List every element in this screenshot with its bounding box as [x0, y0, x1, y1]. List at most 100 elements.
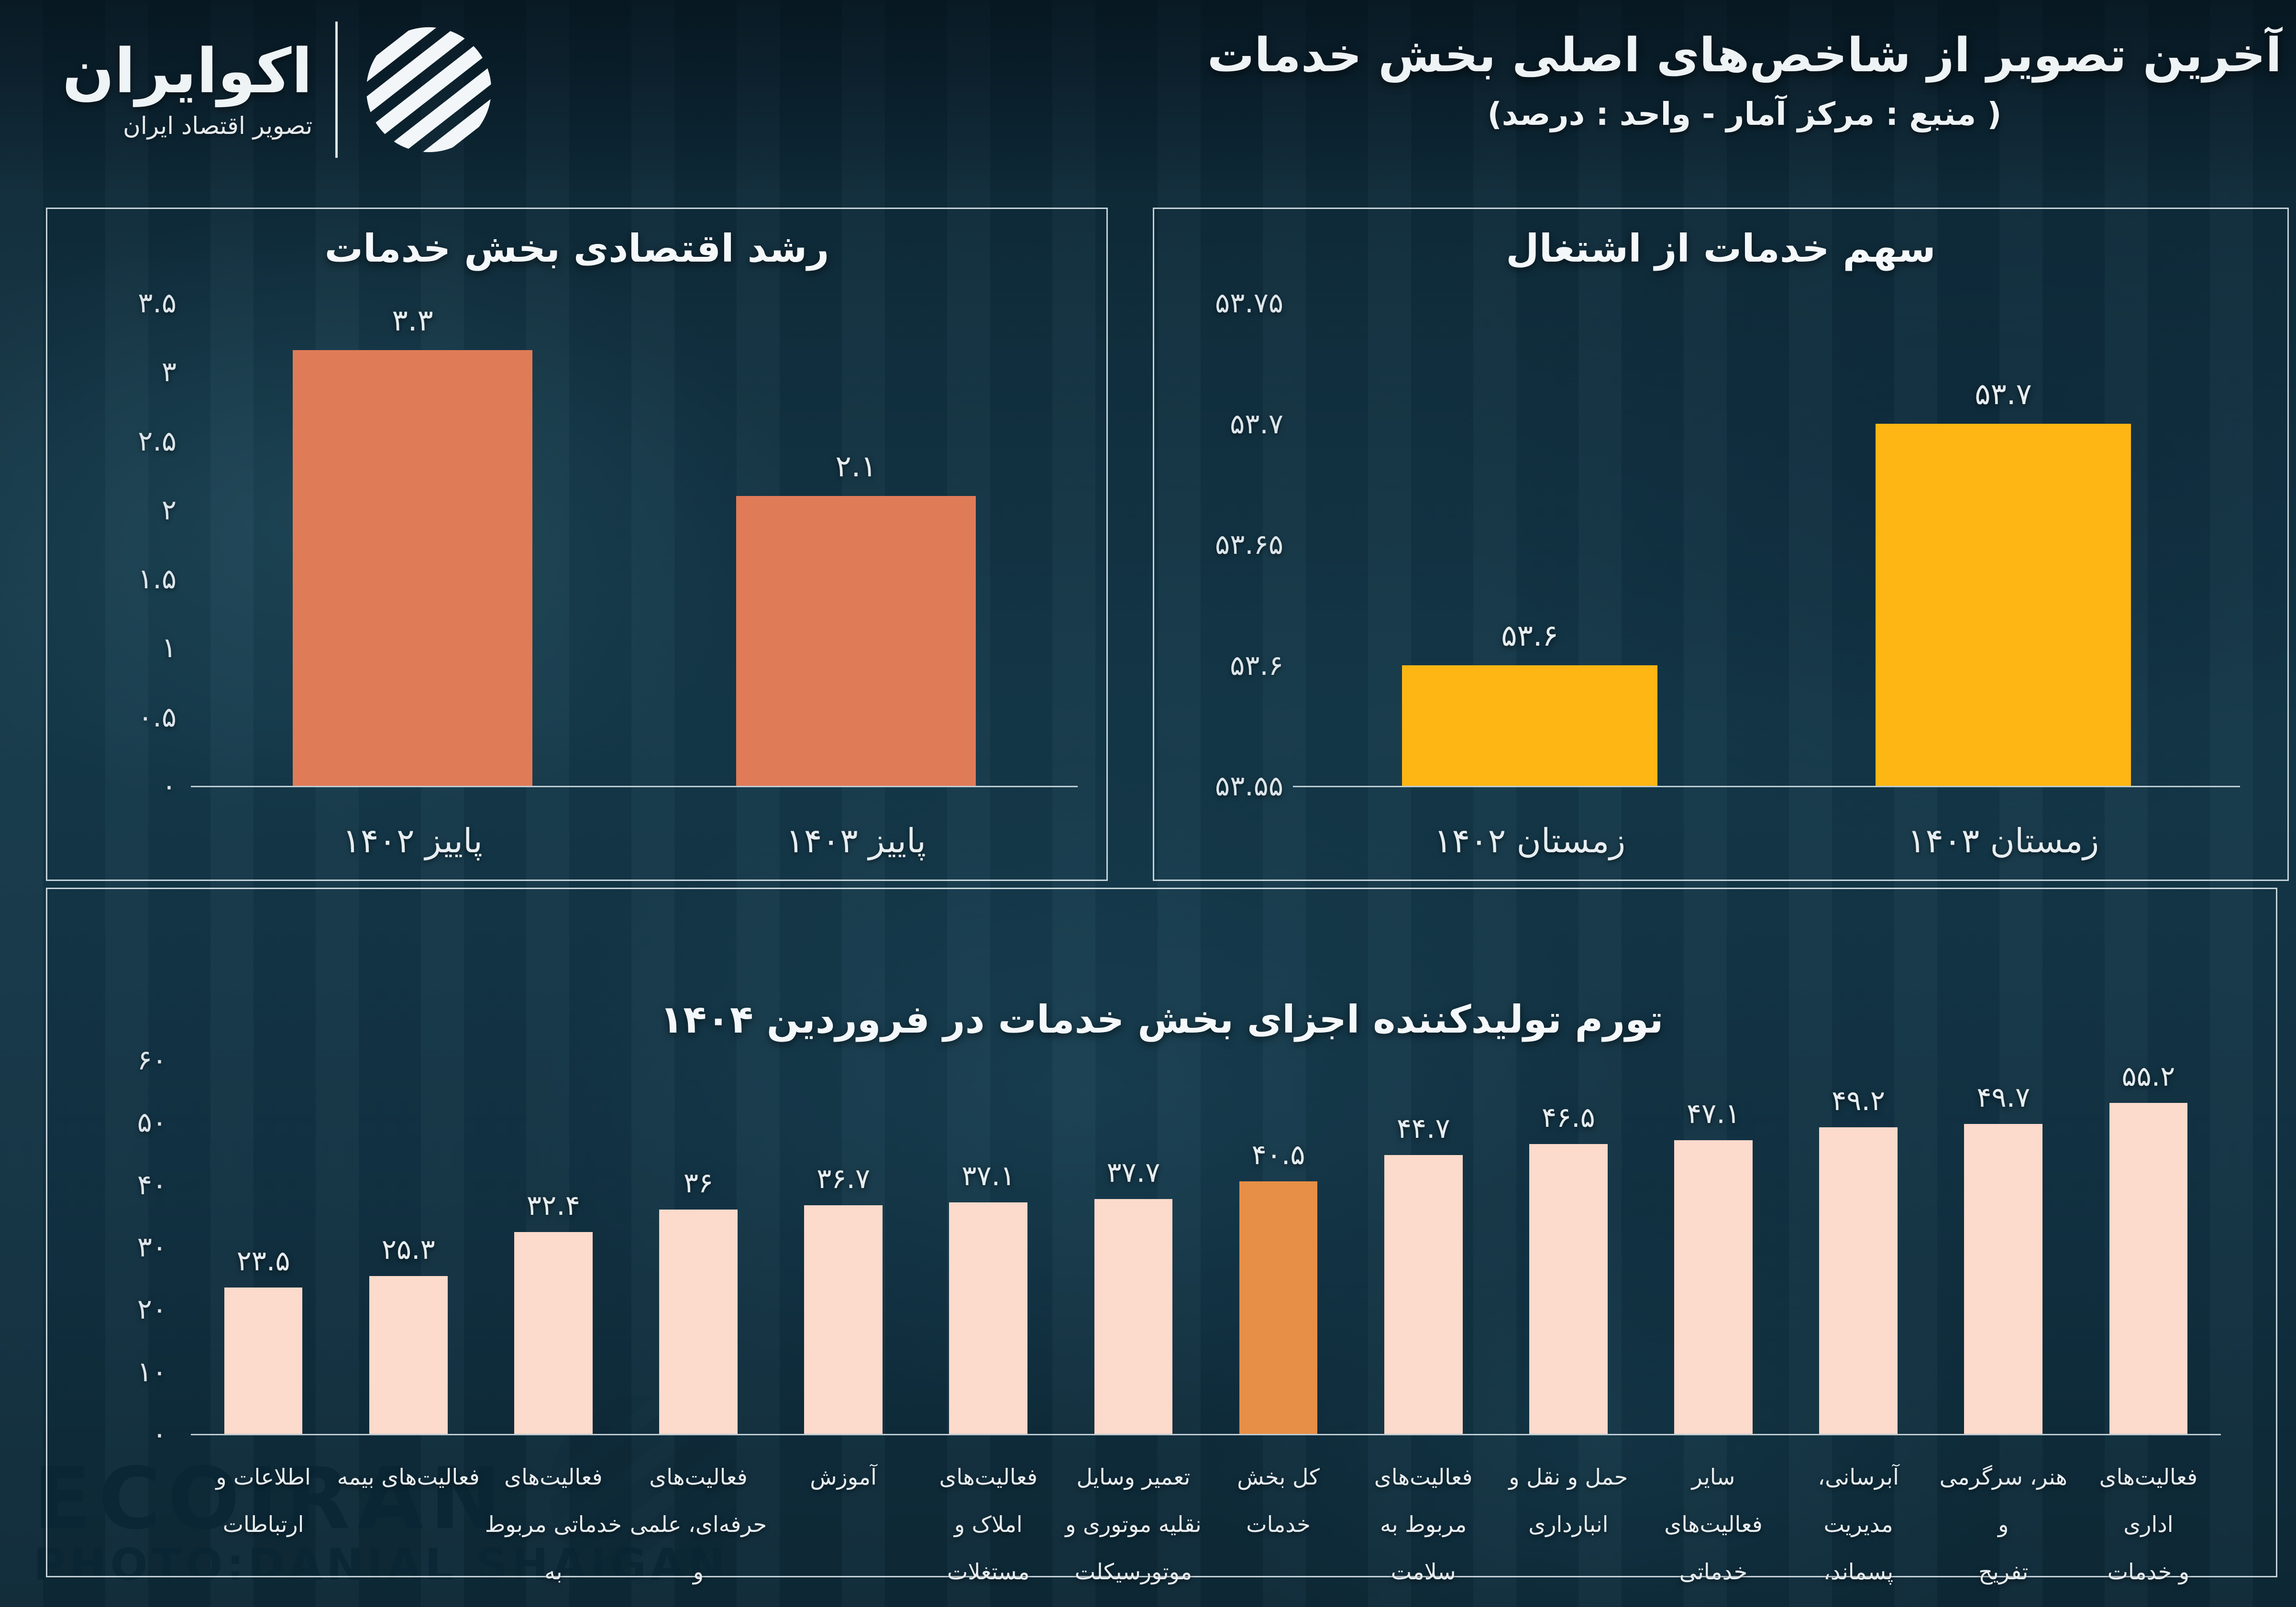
bar-value-label: ۴۹.۲	[1832, 1084, 1886, 1117]
x-axis-labels: زمستان ۱۴۰۲ زمستان ۱۴۰۳	[1293, 821, 2240, 860]
bar-value-label: ۳۶	[683, 1166, 714, 1199]
y-tick-label: ۱۰	[137, 1355, 167, 1388]
y-axis: ۳.۵ ۳ ۲.۵ ۲ ۱.۵ ۱ ۰.۵ ۰	[62, 286, 177, 802]
bar-column: ۴۶.۵	[1496, 1060, 1641, 1434]
bars-group: ۲۳.۵ ۲۵.۳ ۳۲.۴ ۳۶ ۳۶.۷ ۳۷.۱ ۳۷.۷ ۴۰.۵ ۴۴.۷ ۴۶.۵ ۴۷…	[191, 1060, 2221, 1434]
bar-column: ۴۷.۱	[1641, 1060, 1786, 1434]
bar-services-employment-share-0	[1402, 665, 1658, 786]
plot-area: ۵۳.۶ ۵۳.۷	[1293, 303, 2240, 787]
bar-services-ppi-inflation-8	[1384, 1155, 1463, 1434]
y-tick-label: ۰	[152, 1418, 167, 1450]
x-axis-labels: پاییز ۱۴۰۲ پاییز ۱۴۰۳	[191, 821, 1078, 860]
bar-column: ۴۹.۲	[1786, 1060, 1931, 1434]
bars-group: ۵۳.۶ ۵۳.۷	[1293, 303, 2240, 786]
chart-title: تورم تولیدکننده اجزای بخش خدمات در فرورد…	[660, 997, 1664, 1042]
panel-ppi-inflation-chart: تورم تولیدکننده اجزای بخش خدمات در فرورد…	[46, 888, 2277, 1607]
bar-services-ppi-inflation-6	[1094, 1199, 1173, 1434]
chart-title: سهم خدمات از اشتغال	[1506, 226, 1936, 271]
bar-services-ppi-inflation-7	[1239, 1181, 1318, 1434]
bar-column: ۳۶	[626, 1060, 771, 1434]
y-tick-label: ۵۳.۷۵	[1214, 286, 1283, 319]
bar-value-label: ۳۷.۷	[1106, 1156, 1160, 1189]
y-tick-label: ۳	[161, 355, 177, 388]
bar-value-label: ۵۳.۷	[1975, 376, 2032, 411]
y-tick-label: ۵۳.۶۵	[1214, 528, 1283, 561]
page-subtitle: ( منبع : مرکز آمار - واحد : درصد)	[1487, 95, 2002, 132]
x-category-label: فعالیت‌های خدماتی مربوط به تامین جا و غذ…	[485, 1464, 622, 1607]
brand-text-block: اکوایران تصویر اقتصاد ایران	[62, 36, 313, 140]
y-tick-label: ۵۳.۶	[1230, 649, 1283, 682]
photo-credit-watermark: PHOTO:DANIAL SHAIGAN	[33, 1539, 729, 1590]
brand-name: اکوایران	[62, 36, 313, 108]
bar-column: ۵۵.۲	[2076, 1060, 2221, 1434]
bar-value-label: ۳۷.۱	[961, 1159, 1016, 1192]
plot-area: ۳.۳ ۲.۱	[191, 303, 1078, 787]
bar-value-label: ۲.۱	[835, 449, 877, 484]
x-category-label: پاییز ۱۴۰۲	[342, 821, 483, 860]
plot-area: ۲۳.۵ ۲۵.۳ ۳۲.۴ ۳۶ ۳۶.۷ ۳۷.۱ ۳۷.۷ ۴۰.۵ ۴۴.۷ ۴۶.۵ ۴۷…	[191, 1060, 2221, 1435]
panel-employment-share-chart: سهم خدمات از اشتغال ۵۳.۷۵ ۵۳.۷ ۵۳.۶۵ ۵۳.۶ ۵۳…	[1153, 208, 2289, 881]
y-axis: ۵۳.۷۵ ۵۳.۷ ۵۳.۶۵ ۵۳.۶ ۵۳.۵۵	[1159, 286, 1283, 802]
x-category-label: فعالیت‌های اداری و خدمات پشتیبانی	[2099, 1464, 2198, 1607]
x-category-label: آموزش	[810, 1464, 877, 1490]
y-tick-label: ۶۰	[137, 1044, 167, 1076]
brand-logo: اکوایران تصویر اقتصاد ایران	[62, 22, 497, 158]
bar-value-label: ۴۹.۷	[1976, 1081, 2031, 1114]
bar-column: ۴۴.۷	[1351, 1060, 1496, 1434]
logo-divider	[335, 22, 338, 158]
page-title: آخرین تصویر از شاخص‌های اصلی بخش خدمات	[1207, 28, 2282, 83]
bar-column: ۳.۳	[191, 303, 634, 786]
y-tick-label: ۴۰	[137, 1168, 167, 1201]
bar-value-label: ۳۶.۷	[817, 1162, 871, 1195]
bar-services-ppi-inflation-10	[1674, 1140, 1753, 1434]
chart-title: رشد اقتصادی بخش خدمات	[324, 226, 829, 271]
bar-services-ppi-inflation-4	[804, 1205, 883, 1434]
y-tick-label: ۳۰	[137, 1231, 167, 1263]
bar-services-gdp-growth-1	[736, 496, 976, 786]
bar-value-label: ۴۰.۵	[1251, 1138, 1305, 1171]
y-tick-label: ۲	[161, 493, 177, 526]
brand-tagline: تصویر اقتصاد ایران	[123, 111, 313, 140]
ecoiran-logo-icon	[361, 22, 497, 158]
bar-value-label: ۵۳.۶	[1501, 617, 1558, 653]
bar-column: ۲۳.۵	[191, 1060, 336, 1434]
bar-column: ۳۷.۱	[916, 1060, 1061, 1434]
bar-services-ppi-inflation-12	[1964, 1124, 2043, 1434]
x-axis-labels: اطلاعات و ارتباطات فعالیت‌های بیمه فعالیت‌…	[191, 1453, 2221, 1607]
bar-column: ۵۳.۷	[1766, 303, 2240, 786]
bar-value-label: ۲۵.۳	[381, 1233, 435, 1266]
x-category-label: زمستان ۱۴۰۳	[1907, 821, 2099, 860]
y-tick-label: ۵۳.۷	[1230, 407, 1283, 440]
x-category-label: سایر فعالیت‌های خدماتی	[1664, 1464, 1763, 1585]
bar-value-label: ۵۵.۲	[2121, 1060, 2175, 1092]
y-tick-label: ۱	[161, 631, 177, 664]
bar-services-ppi-inflation-1	[369, 1276, 448, 1434]
x-category-label: حمل و نقل و انبارداری	[1509, 1464, 1628, 1537]
bar-value-label: ۴۶.۵	[1541, 1101, 1595, 1134]
bar-column: ۴۰.۵	[1206, 1060, 1351, 1434]
y-tick-label: ۳.۵	[138, 286, 177, 319]
bars-group: ۳.۳ ۲.۱	[191, 303, 1078, 786]
x-category-label: هنر، سرگرمی و تفریح	[1939, 1464, 2067, 1585]
panel-services-growth-chart: رشد اقتصادی بخش خدمات ۳.۵ ۳ ۲.۵ ۲ ۱.۵ ۱ ۰.۵ ۰ ۳…	[46, 208, 1108, 881]
bar-services-ppi-inflation-3	[659, 1209, 738, 1434]
x-category-label: فعالیت‌های بیمه	[337, 1464, 480, 1490]
y-tick-label: ۵۰	[137, 1106, 167, 1139]
x-category-label: فعالیت‌های املاک و مستغلات	[939, 1464, 1038, 1585]
bar-column: ۵۳.۶	[1293, 303, 1766, 786]
bar-services-ppi-inflation-5	[949, 1202, 1028, 1434]
y-tick-label: ۲.۵	[138, 424, 177, 457]
bar-value-label: ۴۴.۷	[1396, 1112, 1450, 1145]
y-tick-label: ۰.۵	[138, 700, 177, 733]
y-tick-label: ۱.۵	[138, 562, 177, 595]
bar-column: ۲۵.۳	[336, 1060, 481, 1434]
bar-services-ppi-inflation-11	[1819, 1127, 1898, 1434]
bar-value-label: ۲۳.۵	[236, 1244, 290, 1277]
bar-services-ppi-inflation-9	[1529, 1144, 1608, 1434]
ecoiran-watermark-text: ECOIRAN	[33, 1449, 508, 1548]
bar-column: ۲.۱	[634, 303, 1078, 786]
x-category-label: آبرسانی، مدیریت پسماند، فاضلاب و فعالیت‌…	[1818, 1464, 1899, 1607]
bar-value-label: ۳۲.۴	[526, 1189, 580, 1222]
bar-services-employment-share-1	[1875, 423, 2131, 786]
ecoiran-watermark-icon	[541, 1387, 746, 1593]
